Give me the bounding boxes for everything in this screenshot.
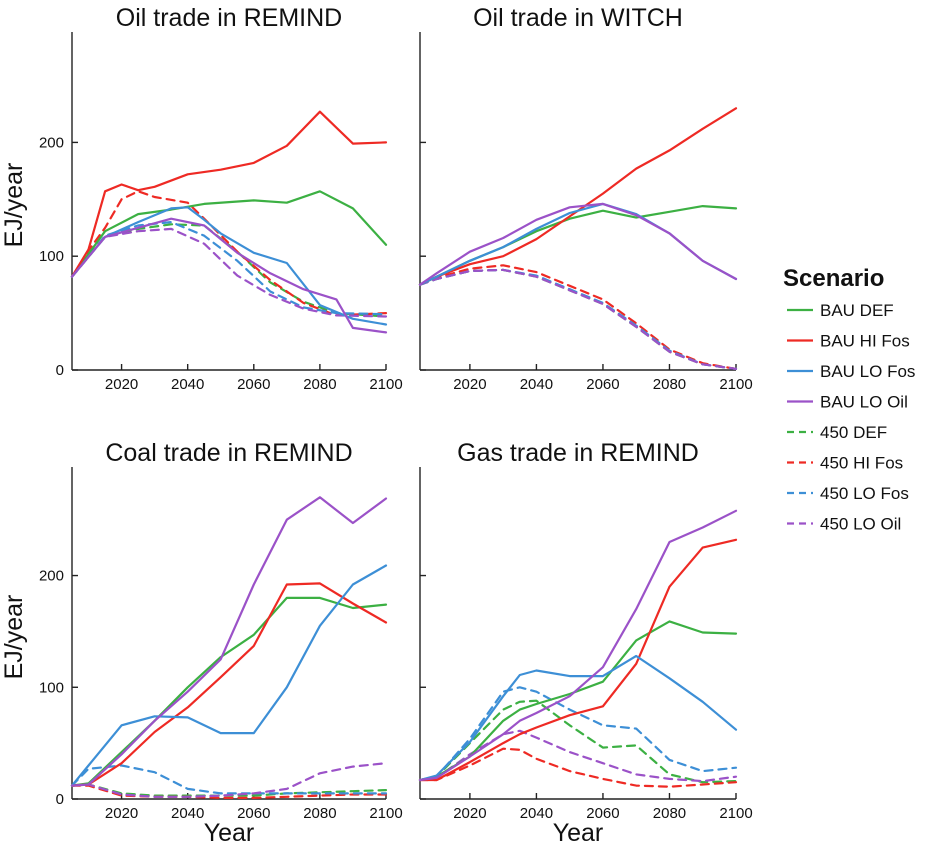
series-line-450-lo-fos (418, 686, 738, 782)
series-line-450-hi-fos (70, 190, 388, 317)
x-tick-label: 2060 (237, 376, 270, 393)
legend-item-bau-def: BAU DEF (787, 301, 894, 320)
series-line-450-lo-fos (70, 764, 388, 795)
x-tick-label: 2080 (653, 376, 686, 393)
y-tick-label: 0 (56, 791, 64, 808)
y-axis-title: EJ/year (0, 163, 28, 248)
legend-label: BAU LO Fos (820, 362, 915, 381)
legend-item-bau-hi-fos: BAU HI Fos (787, 332, 910, 351)
series-line-450-lo-oil (418, 729, 738, 783)
y-tick-label: 100 (39, 248, 64, 265)
series-line-bau-hi-fos (70, 110, 388, 278)
legend-item-bau-lo-oil: BAU LO Oil (787, 393, 908, 412)
x-tick-label: 2080 (303, 376, 336, 393)
y-tick-label: 0 (56, 362, 64, 379)
legend-item-bau-lo-fos: BAU LO Fos (787, 362, 915, 381)
x-tick-label: 2020 (105, 376, 138, 393)
panel-oil-trade-in-remind: Oil trade in REMIND 0 100 200 2020 2040 2060 20… (0, 4, 403, 393)
legend-label: 450 LO Fos (820, 484, 909, 503)
legend-item-450-lo-oil: 450 LO Oil (787, 515, 901, 534)
panel-title: Oil trade in WITCH (473, 4, 683, 32)
series-line-bau-hi-fos (418, 538, 738, 782)
series-line-bau-lo-oil (418, 202, 738, 286)
x-tick-label: 2020 (453, 376, 486, 393)
series-line-bau-def (418, 205, 738, 286)
legend-label: 450 HI Fos (820, 454, 903, 473)
series-line-bau-lo-oil (418, 509, 738, 782)
series-line-bau-lo-fos (70, 206, 388, 326)
x-tick-label: 2060 (237, 805, 270, 822)
legend-label: 450 DEF (820, 423, 887, 442)
x-tick-label: 2100 (719, 376, 752, 393)
x-tick-label: 2100 (719, 805, 752, 822)
series-line-450-hi-fos (70, 784, 388, 800)
x-tick-label: 2080 (303, 805, 336, 822)
series-line-450-def (70, 783, 388, 797)
legend-label: BAU LO Oil (820, 393, 908, 412)
series-line-bau-lo-oil (70, 496, 388, 787)
x-tick-label: 2040 (520, 376, 553, 393)
panel-coal-trade-in-remind: Coal trade in REMIND 0 100 200 2020 2040 2060 2… (0, 439, 403, 846)
series-line-bau-lo-fos (418, 654, 738, 782)
x-tick-label: 2100 (369, 805, 402, 822)
legend-entries: BAU DEF BAU HI Fos BAU LO Fos BAU LO Oil 450… (787, 301, 915, 534)
x-tick-label: 2020 (105, 805, 138, 822)
x-tick-label: 2040 (171, 805, 204, 822)
series-line-bau-hi-fos (70, 582, 388, 787)
legend-label: BAU DEF (820, 301, 894, 320)
series-line-bau-def (70, 190, 388, 278)
legend-item-450-def: 450 DEF (787, 423, 887, 442)
series-line-450-lo-fos (418, 268, 738, 370)
x-tick-label: 2060 (586, 805, 619, 822)
legend-item-450-lo-fos: 450 LO Fos (787, 484, 909, 503)
x-tick-label: 2040 (171, 376, 204, 393)
series-line-bau-lo-fos (70, 564, 388, 787)
y-tick-label: 200 (39, 134, 64, 151)
series-line-450-hi-fos (418, 747, 738, 788)
legend-label: 450 LO Oil (820, 515, 901, 534)
panel-oil-trade-in-witch: Oil trade in WITCH 2020 2040 2060 2080 2100 (418, 4, 753, 393)
x-axis-title: Year (553, 819, 604, 846)
legend-item-450-hi-fos: 450 HI Fos (787, 454, 903, 473)
legend-title: Scenario (783, 265, 884, 292)
legend-label: BAU HI Fos (820, 332, 910, 351)
series-line-bau-hi-fos (418, 107, 738, 286)
x-tick-label: 2100 (369, 376, 402, 393)
x-tick-label: 2020 (453, 805, 486, 822)
panel-gas-trade-in-remind: Gas trade in REMIND 2020 2040 2060 2080 2100 Y… (418, 439, 753, 846)
x-tick-label: 2040 (520, 805, 553, 822)
series-line-450-def (418, 268, 738, 370)
y-tick-label: 200 (39, 568, 64, 585)
x-axis-title: Year (204, 819, 255, 846)
chart-panels: Oil trade in REMIND 0 100 200 2020 2040 2060 20… (0, 4, 753, 846)
panel-title: Coal trade in REMIND (105, 439, 352, 467)
series-line-450-lo-oil (418, 268, 738, 370)
panel-title: Oil trade in REMIND (116, 4, 342, 32)
series-line-450-hi-fos (418, 264, 738, 370)
y-tick-label: 100 (39, 679, 64, 696)
series-line-bau-def (418, 620, 738, 782)
y-axis-title: EJ/year (0, 595, 28, 680)
panel-title: Gas trade in REMIND (457, 439, 699, 467)
series-line-bau-lo-oil (70, 217, 388, 334)
x-tick-label: 2080 (653, 805, 686, 822)
x-tick-label: 2060 (586, 376, 619, 393)
